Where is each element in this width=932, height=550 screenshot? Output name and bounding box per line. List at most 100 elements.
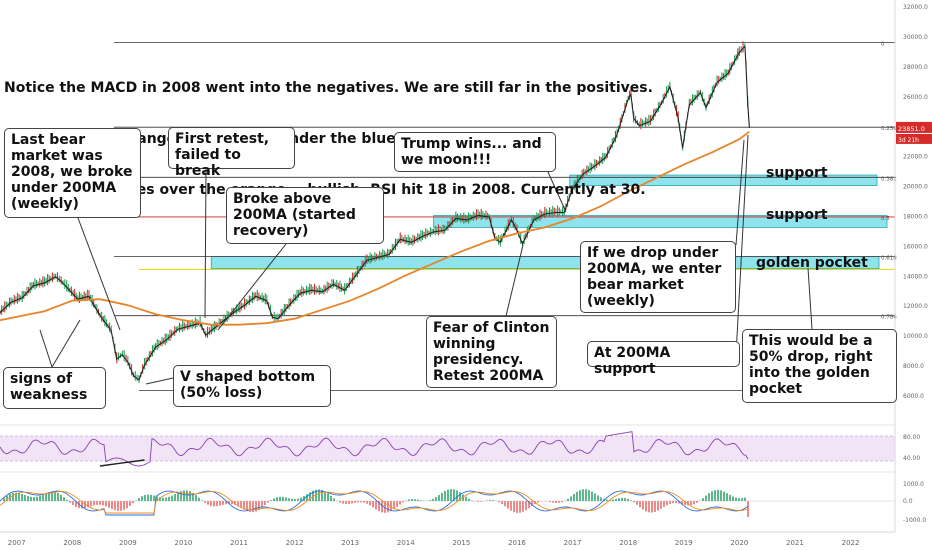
macd-histogram-bar (105, 501, 107, 507)
macd-histogram-bar (222, 501, 224, 505)
time-tick-label: 2007 (8, 539, 26, 547)
macd-histogram-bar (636, 501, 638, 505)
macd-histogram-bar (264, 501, 266, 506)
leader-first-retest (204, 168, 207, 319)
note-fifty-drop: This would be a 50% drop, right into the… (742, 329, 897, 403)
macd-histogram-bar (492, 500, 494, 501)
rsi-line (0, 431, 749, 467)
macd-signal-line (0, 491, 749, 514)
macd-histogram-bar (36, 496, 38, 501)
time-tick-label: 2010 (175, 539, 193, 547)
note-signs-weakness: signs of weakness (3, 367, 106, 409)
price-series (0, 41, 750, 384)
note-v-bottom: V shaped bottom (50% loss) (173, 365, 331, 407)
macd-histogram-bar (156, 496, 158, 501)
macd-histogram-bar (210, 501, 212, 506)
macd-histogram-bar (456, 490, 458, 501)
price-tick-label: 10000.0 (903, 333, 928, 340)
macd-histogram-bar (537, 501, 539, 503)
leader-fear-clinton (505, 244, 524, 317)
macd-histogram-bar (342, 501, 344, 504)
macd-histogram-bar (132, 501, 134, 504)
macd-histogram-bar (66, 499, 68, 501)
macd-histogram-bar (648, 501, 650, 513)
macd-histogram-bar (453, 489, 455, 501)
price-tick-label: 32000.0 (903, 4, 928, 11)
macd-histogram-bar (723, 491, 725, 501)
macd-histogram-bar (744, 497, 746, 501)
macd-histogram-bar (231, 501, 233, 505)
macd-histogram-bar (729, 494, 731, 501)
macd-histogram-bar (432, 498, 434, 501)
macd-histogram-bar (21, 493, 23, 501)
macd-histogram-bar (489, 500, 491, 501)
macd-histogram-bar (6, 495, 8, 501)
macd-histogram-bar (60, 494, 62, 501)
macd-histogram-bar (717, 489, 719, 501)
macd-histogram-bar (249, 501, 251, 512)
macd-histogram-bar (399, 501, 401, 505)
macd-histogram-bar (63, 497, 65, 501)
price-line (0, 45, 750, 381)
macd-histogram-bar (654, 501, 656, 512)
macd-histogram-bar (285, 497, 287, 501)
macd-histogram-bar (480, 501, 482, 502)
time-tick-label: 2008 (63, 539, 81, 547)
time-tick-label: 2020 (730, 539, 748, 547)
macd-histogram-bar (129, 501, 131, 506)
countdown-tag (896, 133, 932, 144)
macd-histogram-bar (18, 493, 20, 501)
macd-histogram-bar (42, 494, 44, 501)
macd-histogram-bar (54, 491, 56, 501)
rsi-tick-label: 40.00 (903, 455, 920, 462)
macd-histogram-bar (321, 489, 323, 501)
macd-histogram-bar (117, 501, 119, 511)
macd-histogram-bar (51, 491, 53, 501)
macd-histogram-bar (666, 501, 668, 506)
time-tick-label: 2021 (786, 539, 804, 547)
macd-histogram-bar (696, 501, 698, 503)
macd-histogram-bar (291, 498, 293, 501)
note-first-retest: First retest, failed to break (168, 127, 295, 179)
macd-histogram-bar (72, 501, 74, 506)
macd-histogram-bar (525, 501, 527, 511)
macd-histogram-bar (345, 501, 347, 505)
macd-histogram-bar (570, 496, 572, 501)
macd-histogram-bar (732, 496, 734, 501)
macd-histogram-bar (144, 494, 146, 501)
macd-histogram-bar (516, 501, 518, 513)
macd-histogram-bar (246, 501, 248, 512)
macd-histogram-bar (597, 495, 599, 501)
macd-histogram-bar (309, 492, 311, 501)
macd-histogram-bar (39, 495, 41, 501)
leader-broke-above (217, 243, 287, 331)
macd-histogram-bar (684, 501, 686, 505)
macd-histogram-bar (180, 491, 182, 501)
macd-histogram-bar (33, 497, 35, 501)
leader-fifty-drop (807, 267, 813, 330)
macd-histogram-bar (396, 501, 398, 507)
macd-histogram-bar (417, 499, 419, 501)
time-tick-label: 2015 (452, 539, 470, 547)
macd-histogram-bar (366, 501, 368, 504)
macd-histogram-bar (123, 501, 125, 510)
macd-histogram-bar (726, 493, 728, 501)
macd-histogram-bar (531, 501, 533, 506)
macd-histogram-bar (402, 501, 404, 503)
macd-tick-label: -1000.0 (903, 517, 926, 524)
macd-histogram-bar (672, 501, 674, 504)
macd-histogram-bar (168, 496, 170, 501)
macd-histogram-bar (459, 492, 461, 501)
macd-histogram-bar (171, 495, 173, 501)
macd-histogram-bar (624, 498, 626, 501)
macd-histogram-bar (276, 497, 278, 501)
price-tick-label: 22000.0 (903, 154, 928, 161)
support-zone (433, 215, 888, 228)
macd-histogram-bar (507, 501, 509, 509)
macd-histogram-bar (258, 501, 260, 510)
macd-panel: 1000.0 0.0 -1000.0 (0, 481, 926, 524)
macd-histogram-bar (642, 501, 644, 510)
macd-histogram-bar (102, 501, 104, 506)
macd-histogram-bar (318, 489, 320, 501)
rsi-band (0, 436, 895, 461)
